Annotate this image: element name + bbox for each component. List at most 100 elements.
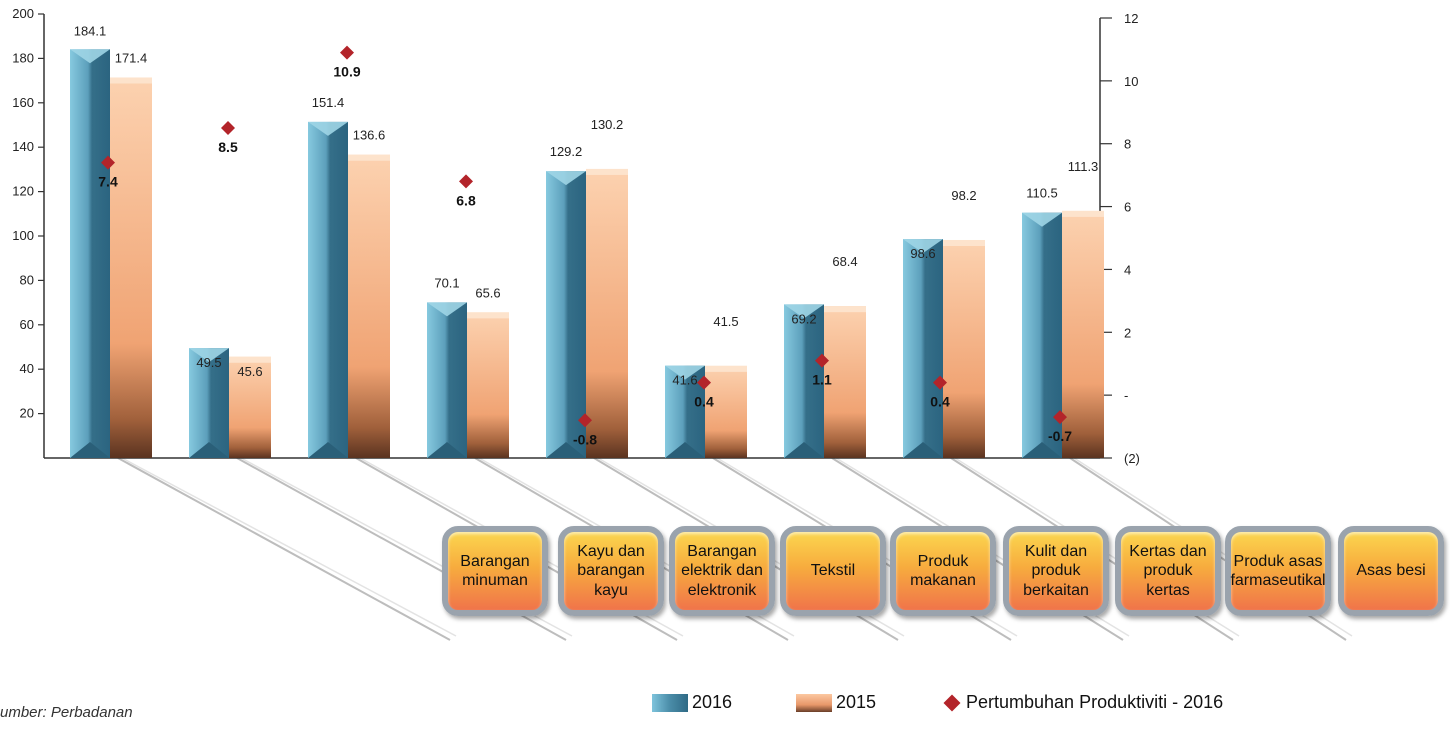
value-label-2015: 130.2 <box>591 117 624 132</box>
bar-2015-body <box>110 77 152 458</box>
category-bubble: Barangan minuman <box>442 526 548 616</box>
bar-2016 <box>665 365 705 458</box>
growth-label: 7.4 <box>98 174 118 190</box>
category-bubble: Kulit dan produk berkaitan <box>1003 526 1109 616</box>
legend-label-2015: 2015 <box>836 692 877 712</box>
bar-2016 <box>1022 212 1062 458</box>
right-tick-label: 6 <box>1124 200 1131 215</box>
category-bubble: Produk makanan <box>890 526 996 616</box>
value-label-2016: 184.1 <box>74 23 107 38</box>
bar-2015 <box>467 312 509 458</box>
bar-2016 <box>903 239 943 458</box>
bar-2015-body <box>1062 210 1104 458</box>
bar-2015-body <box>705 365 747 458</box>
bar-2016 <box>427 302 467 458</box>
left-tick-label: 40 <box>20 361 34 376</box>
bar-2016-bottom-facet <box>903 442 943 458</box>
bar-2015 <box>943 239 985 458</box>
left-tick-label: 100 <box>12 228 34 243</box>
bar-2016-top-facet <box>784 304 824 319</box>
bar-2016-top-facet <box>308 121 348 136</box>
growth-points: 7.4 8.5 10.9 6.8 -0.8 0.4 1.1 0.4 -0.7 <box>98 45 1072 447</box>
growth-label: 1.1 <box>812 372 832 388</box>
bar-2016-bottom-facet <box>1022 442 1062 458</box>
category-bubble: Asas besi <box>1338 526 1444 616</box>
legend-swatch-2016 <box>652 693 688 712</box>
growth-diamond <box>697 375 711 390</box>
category-bubble: Kertas dan produk kertas <box>1115 526 1221 616</box>
value-label-2016: 69.2 <box>791 311 816 326</box>
value-label-2015: 98.2 <box>951 188 976 203</box>
value-label-2016: 41.6 <box>672 373 697 388</box>
bar-2015-body <box>824 306 866 458</box>
growth-diamond <box>578 413 592 428</box>
left-tick-label: 120 <box>12 184 34 199</box>
legend-label-2016: 2016 <box>692 692 733 712</box>
value-label-2016: 151.4 <box>312 95 345 110</box>
bar-2016-body <box>427 302 467 458</box>
bar-2016-bottom-facet <box>427 442 467 458</box>
right-tick-label: (2) <box>1124 451 1140 466</box>
bars: 184.1 171.4 49.5 45.6 151.4 136.6 70.1 65.6 129.… <box>70 23 1104 459</box>
right-tick-label: 4 <box>1124 262 1131 277</box>
bar-2016-top-facet <box>665 365 705 380</box>
bar-2015-body <box>586 168 628 458</box>
value-label-2016: 110.5 <box>1026 186 1058 201</box>
bar-2016-bottom-facet <box>784 442 824 458</box>
growth-label: -0.8 <box>573 431 597 447</box>
left-tick-label: 180 <box>12 50 34 65</box>
growth-diamond <box>221 121 235 135</box>
growth-label: 6.8 <box>456 192 476 208</box>
legend-label-growth: Pertumbuhan Produktiviti - 2016 <box>966 692 1224 712</box>
bar-2015-top-facet <box>229 356 271 363</box>
growth-diamond <box>459 174 473 189</box>
bar-2016-body <box>189 348 229 458</box>
value-label-2015: 41.5 <box>713 314 738 329</box>
bar-2016-bottom-facet <box>70 442 110 458</box>
bar-2016-top-facet <box>189 348 229 363</box>
bar-2016-body <box>784 304 824 458</box>
bar-2015 <box>824 306 866 458</box>
left-tick-label: 200 <box>12 6 34 21</box>
left-tick-label: 20 <box>20 406 34 421</box>
bar-2015 <box>586 168 628 458</box>
left-tick-label: 160 <box>12 95 34 110</box>
bar-2016-body <box>1022 212 1062 458</box>
category-bubble: Tekstil <box>780 526 886 616</box>
bar-2016-bottom-facet <box>308 442 348 458</box>
left-tick-label: 80 <box>20 272 34 287</box>
bar-2016 <box>70 49 110 458</box>
connector-line <box>117 457 451 641</box>
bar-2015-body <box>229 356 271 458</box>
bar-2016 <box>308 121 348 458</box>
bar-2015 <box>110 77 152 458</box>
growth-diamond <box>101 155 115 170</box>
left-tick-label: 60 <box>20 317 34 332</box>
category-bubble: Produk asas farmaseutikal <box>1225 526 1331 616</box>
value-label-2016: 98.6 <box>910 246 935 261</box>
legend-growth: Pertumbuhan Produktiviti - 2016 <box>942 692 1223 713</box>
bar-2015-body <box>943 239 985 458</box>
bar-2016 <box>546 171 586 458</box>
bar-2015-top-facet <box>824 306 866 313</box>
value-label-2015: 68.4 <box>832 254 857 269</box>
bar-2016-top-facet <box>903 239 943 254</box>
bar-2015-body <box>348 154 390 459</box>
source-note: umber: Perbadanan <box>0 704 133 721</box>
value-label-2015: 65.6 <box>475 285 500 300</box>
growth-label: -0.7 <box>1048 428 1072 444</box>
right-tick-label: 2 <box>1124 325 1131 340</box>
right-tick-label: 10 <box>1124 74 1138 89</box>
bar-2016-bottom-facet <box>665 442 705 458</box>
right-tick-label: 12 <box>1124 11 1138 26</box>
bar-2016-bottom-facet <box>546 442 586 458</box>
legend-2016: 2016 <box>652 692 732 713</box>
value-label-2016: 49.5 <box>196 355 221 370</box>
value-label-2015: 111.3 <box>1068 159 1099 174</box>
bar-2015-top-facet <box>348 154 390 161</box>
bar-2016-body <box>70 49 110 458</box>
value-label-2015: 136.6 <box>353 128 386 143</box>
legend-swatch-2015 <box>796 693 832 712</box>
bar-2016 <box>784 304 824 458</box>
